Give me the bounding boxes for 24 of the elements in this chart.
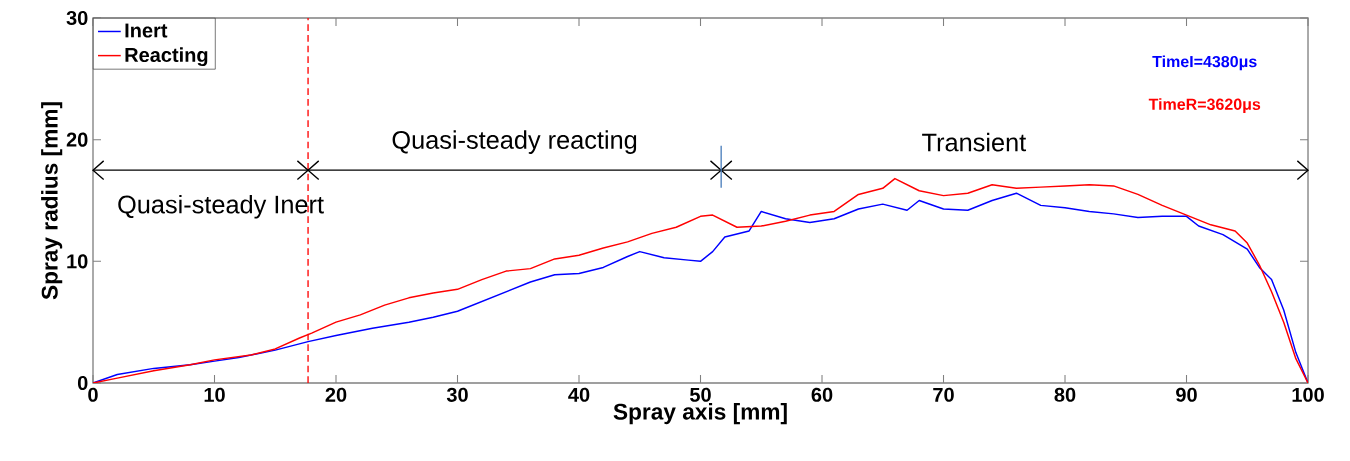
legend-label: Inert <box>125 23 168 38</box>
x-tick-label: 100 <box>1292 387 1324 402</box>
y-tick-label: 0 <box>77 375 88 391</box>
annotation: TimeR=3620μs <box>1148 98 1261 114</box>
x-tick-label: 0 <box>88 387 98 402</box>
y-tick-label: 10 <box>67 254 88 269</box>
x-tick-label: 50 <box>689 387 711 402</box>
x-axis-title: Spray axis [mm] <box>613 403 787 425</box>
x-tick-label: 30 <box>446 387 468 402</box>
legend-label: Reacting <box>125 47 208 67</box>
x-tick-label: 40 <box>568 387 590 402</box>
x-tick-label: 20 <box>325 387 347 402</box>
x-tick-label: 70 <box>933 387 954 402</box>
x-tick-label: 80 <box>1054 387 1076 402</box>
annotation: Quasi-steady Inert <box>118 194 324 219</box>
x-tick-label: 60 <box>811 387 833 402</box>
annotation: Transient <box>922 132 1027 152</box>
x-tick-label: 10 <box>204 387 225 402</box>
annotation: TimeI=4380μs <box>1152 55 1257 71</box>
annotation: Quasi-steady reacting <box>392 130 637 154</box>
y-axis-title: Spray radius [mm] <box>41 102 63 300</box>
x-tick-label: 90 <box>1176 387 1197 402</box>
y-tick-label: 20 <box>66 132 88 147</box>
y-tick-label: 30 <box>66 10 88 26</box>
